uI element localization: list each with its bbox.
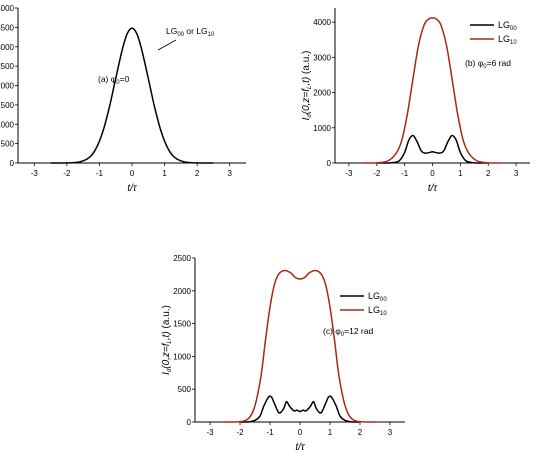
y-tick-label: 2000 — [313, 89, 331, 98]
y-tick-label: 2000 — [0, 82, 15, 91]
x-tick-label: 2 — [358, 428, 363, 437]
x-tick-label: 1 — [328, 428, 333, 437]
x-tick-label: -2 — [373, 169, 381, 178]
curve-annotation: LG00 or LG10 — [166, 26, 215, 38]
legend-label: LG10 — [368, 305, 387, 317]
y-tick-label: 2000 — [173, 287, 191, 296]
y-tick-label: 0 — [327, 159, 332, 168]
x-tick-label: 0 — [298, 428, 303, 437]
y-axis-label: Id(0,z=fL,t) (a.u.) — [161, 305, 173, 375]
y-axis-label: Id(0,z=fL,t) (a.u.) — [301, 51, 313, 121]
x-tick-label: 2 — [195, 169, 200, 178]
series-line-lg10 — [362, 17, 503, 164]
x-tick-label: 0 — [130, 169, 135, 178]
x-tick-label: -2 — [236, 428, 244, 437]
legend-label: LG00 — [368, 291, 387, 303]
panel-label: (b) φ0=6 rad — [465, 58, 511, 70]
y-tick-label: 1500 — [0, 101, 15, 110]
x-tick-label: -1 — [401, 169, 409, 178]
x-tick-label: 3 — [388, 428, 393, 437]
x-tick-label: -3 — [345, 169, 353, 178]
x-tick-label: 1 — [162, 169, 167, 178]
legend-label: LG00 — [498, 20, 517, 32]
x-axis-label: t/τ — [127, 183, 138, 194]
x-tick-label: -1 — [266, 428, 274, 437]
annotation-pointer — [157, 39, 177, 51]
y-tick-label: 500 — [178, 385, 192, 394]
y-tick-label: 4000 — [313, 18, 331, 27]
y-tick-label: 3500 — [0, 23, 15, 32]
x-tick-label: -3 — [206, 428, 214, 437]
y-tick-label: 1500 — [173, 320, 191, 329]
y-tick-label: 3000 — [313, 53, 331, 62]
panel-label: (a) φ0=0 — [98, 74, 130, 86]
panel-c: -3 -2 -1 0 1 2 3 0 500 1000 1500 2000 2500 t/τ Id(0,z=… — [161, 254, 405, 453]
x-tick-label: 3 — [227, 169, 232, 178]
panel-a: -3 -2 -1 0 1 2 3 0 500 1000 1500 2000 2500 3000 3500 40… — [0, 4, 246, 194]
y-tick-label: 1000 — [313, 124, 331, 133]
x-tick-label: 3 — [514, 169, 519, 178]
plot-area — [197, 260, 403, 420]
series-line-lg10 — [224, 269, 376, 423]
series-line-lg00 — [376, 134, 489, 164]
panel-label: (c) φ0=12 rad — [323, 326, 373, 338]
y-tick-label: 2500 — [173, 254, 191, 263]
x-axis-label: t/τ — [295, 442, 306, 453]
y-tick-label: 4000 — [0, 4, 15, 13]
y-tick-label: 0 — [10, 159, 15, 168]
y-tick-label: 3000 — [0, 43, 15, 52]
y-tick-label: 2500 — [0, 62, 15, 71]
x-tick-label: -3 — [31, 169, 39, 178]
y-tick-label: 0 — [187, 418, 192, 427]
legend-label: LG10 — [498, 34, 517, 46]
x-tick-label: -2 — [63, 169, 71, 178]
x-tick-label: -1 — [96, 169, 104, 178]
plot-area — [337, 10, 528, 161]
x-tick-label: 2 — [486, 169, 491, 178]
x-tick-label: 0 — [430, 169, 435, 178]
y-tick-label: 1000 — [0, 120, 15, 129]
panel-b: -3 -2 -1 0 1 2 3 0 1000 2000 3000 4000 t/τ Id(0,z=fL,… — [301, 8, 530, 194]
series-line-lg00 — [239, 395, 361, 423]
series-line-lg00-or-lg10 — [50, 27, 214, 164]
y-tick-label: 500 — [1, 140, 15, 149]
x-axis-label: t/τ — [428, 183, 439, 194]
x-tick-label: 1 — [458, 169, 463, 178]
y-tick-label: 1000 — [173, 352, 191, 361]
